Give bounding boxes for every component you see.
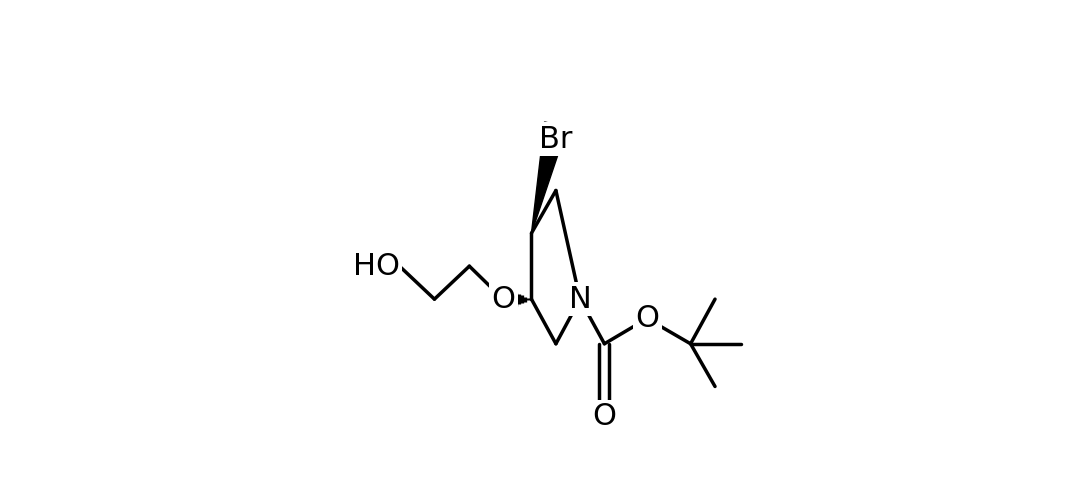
Text: O: O — [492, 285, 516, 313]
Polygon shape — [532, 122, 567, 233]
Text: HO: HO — [352, 251, 400, 281]
Text: N: N — [569, 285, 592, 313]
Text: O: O — [635, 304, 659, 333]
Text: Br: Br — [540, 124, 572, 154]
Text: O: O — [593, 402, 617, 431]
